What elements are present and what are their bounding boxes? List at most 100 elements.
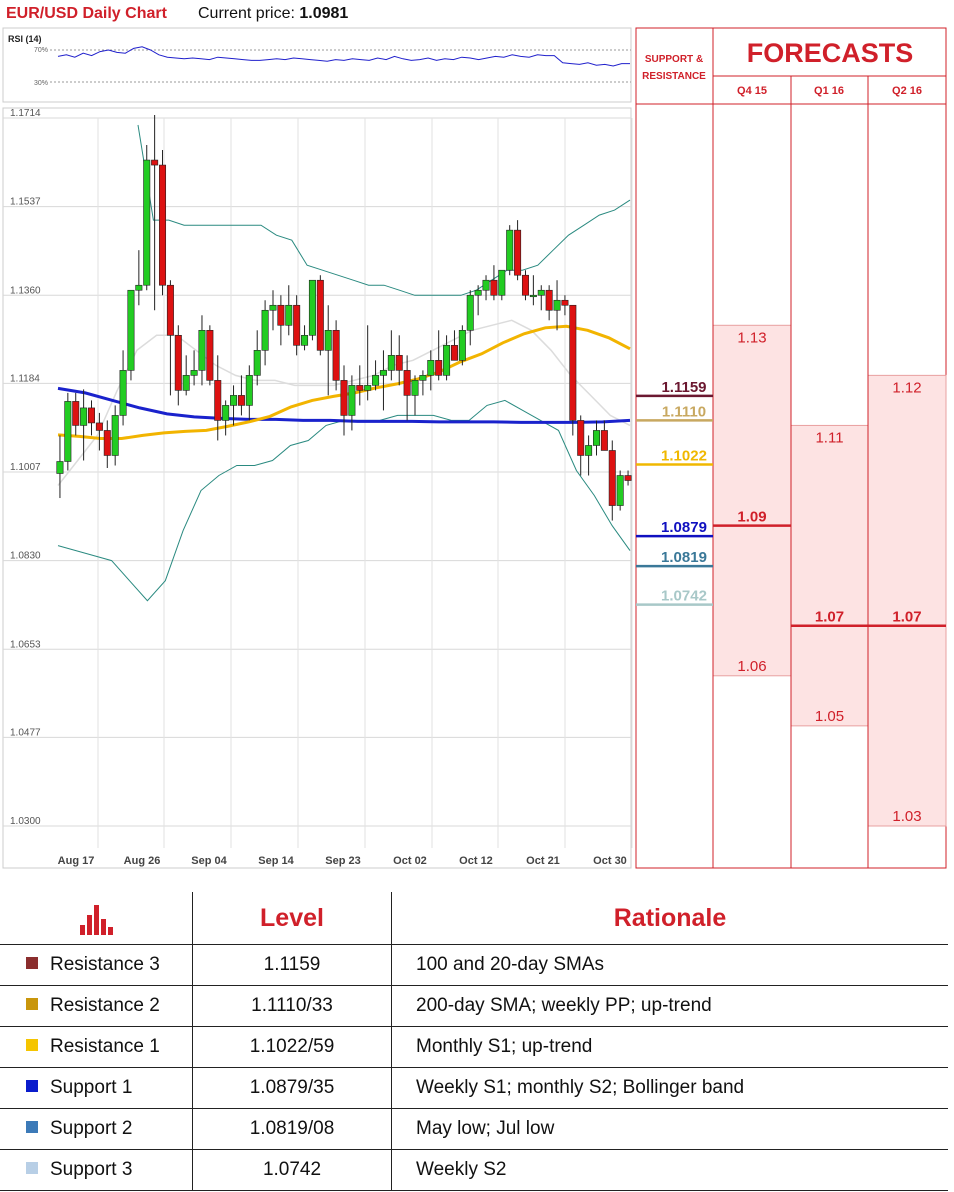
- candle: [616, 470, 624, 511]
- candle: [166, 280, 174, 396]
- candle: [443, 335, 451, 381]
- sr-level-label: 1.0742: [661, 588, 707, 605]
- candle-body-bearish: [624, 475, 632, 481]
- candle: [450, 330, 458, 361]
- level-rationale: Weekly S1; monthly S2; Bollinger band: [391, 1067, 948, 1109]
- rsi-70-label: 70%: [34, 47, 48, 54]
- candle: [253, 330, 261, 386]
- candle-body-bullish: [419, 375, 427, 381]
- candle: [419, 370, 427, 396]
- candle: [529, 275, 537, 306]
- candle: [190, 350, 198, 386]
- candle-body-bearish: [561, 299, 569, 306]
- candle: [214, 355, 222, 441]
- candle: [427, 350, 435, 391]
- candle: [340, 365, 348, 436]
- quarter-q4-15: Q4 15: [737, 85, 767, 97]
- candle-body-bearish: [435, 360, 443, 376]
- candle-body-bullish: [190, 370, 198, 376]
- candle-body-bearish: [490, 279, 498, 296]
- candle: [80, 389, 88, 461]
- candle-body-bullish: [301, 335, 309, 346]
- candle: [174, 325, 182, 406]
- bollinger-upper-band: [137, 124, 631, 296]
- candle-body-bullish: [285, 304, 293, 326]
- candle-body-bullish: [427, 360, 435, 376]
- candle-body-bearish: [340, 380, 348, 416]
- candle: [585, 435, 593, 476]
- y-tick-label: 1.1537: [10, 197, 41, 208]
- level-color-swatch: [26, 997, 38, 1010]
- candle: [474, 285, 482, 316]
- candle: [600, 420, 608, 451]
- x-tick-label: Aug 17: [58, 855, 95, 867]
- bar-chart-icon: [78, 901, 114, 935]
- candle-body-bullish: [616, 475, 624, 506]
- forecast-high-label: 1.11: [815, 429, 843, 446]
- candle-body-bullish: [143, 159, 151, 286]
- candle-body-bearish: [514, 229, 522, 276]
- candle-body-bullish: [592, 430, 600, 446]
- level-color-swatch: [26, 1079, 38, 1092]
- sr-level-label: 1.1022: [661, 447, 707, 464]
- candle-body-bearish: [608, 450, 616, 506]
- candle-body-bullish: [127, 289, 135, 371]
- candle-body-bullish: [498, 269, 506, 296]
- candle: [222, 400, 230, 436]
- forecast-range-box: [712, 324, 792, 677]
- candle-body-bullish: [474, 289, 482, 296]
- candle: [151, 114, 159, 311]
- candle-body-bearish: [450, 345, 458, 361]
- y-tick-label: 1.1007: [10, 462, 41, 473]
- level-value: 1.1110/33: [192, 985, 392, 1027]
- candle: [482, 275, 490, 301]
- level-name-cell: Support 2: [0, 1108, 193, 1150]
- candle: [269, 290, 277, 331]
- candle: [372, 360, 380, 391]
- y-tick-label: 1.0477: [10, 727, 41, 738]
- level-name: Support 3: [50, 1158, 133, 1180]
- rsi-line: [57, 46, 630, 67]
- current-price: 1.0981: [299, 5, 348, 22]
- forecast-range-box: [867, 374, 947, 827]
- level-rationale: Monthly S1; up-trend: [391, 1026, 948, 1068]
- candle: [324, 305, 332, 396]
- candle-body-bearish: [316, 279, 324, 351]
- level-value: 1.0879/35: [192, 1067, 392, 1109]
- candle-body-bearish: [166, 284, 174, 336]
- candle: [379, 350, 387, 411]
- candle-body-bearish: [277, 304, 285, 326]
- candle-body-bullish: [482, 279, 490, 291]
- forecast-low-label: 1.06: [737, 658, 766, 675]
- candle-body-bullish: [182, 375, 190, 391]
- forecast-mid-label: 1.09: [737, 509, 766, 526]
- price-frame: [2, 107, 632, 869]
- x-tick-label: Oct 21: [526, 855, 560, 867]
- candle: [301, 325, 309, 351]
- levels-table-header: Level Rationale: [0, 892, 948, 945]
- candle: [561, 295, 569, 316]
- candle-body-bullish: [529, 294, 537, 298]
- quarter-q2-16: Q2 16: [892, 85, 922, 97]
- candle: [198, 315, 206, 386]
- y-tick-label: 1.1714: [10, 108, 41, 119]
- x-tick-label: Oct 12: [459, 855, 493, 867]
- price-label: Current price: 1.0981: [198, 5, 348, 22]
- candle-body-bullish: [80, 407, 88, 426]
- candle: [135, 250, 143, 306]
- candle: [387, 330, 395, 381]
- candle-body-bullish: [458, 329, 466, 361]
- candle: [332, 320, 340, 391]
- candle: [230, 385, 238, 426]
- candle-body-bearish: [356, 385, 364, 391]
- candle-body-bearish: [103, 430, 111, 456]
- candle: [277, 295, 285, 346]
- level-rationale: Weekly S2: [391, 1149, 948, 1191]
- candle: [64, 392, 72, 471]
- price-label-text: Current price:: [198, 5, 299, 22]
- level-header: Level: [192, 892, 392, 945]
- candle: [95, 412, 103, 451]
- forecast-low-label: 1.05: [815, 708, 844, 725]
- sr-level-label: 1.0819: [661, 549, 707, 566]
- price-chart: 1.1714 1.1537 1.1360 1.1184 1.1007 1.0830 1.06…: [2, 107, 633, 869]
